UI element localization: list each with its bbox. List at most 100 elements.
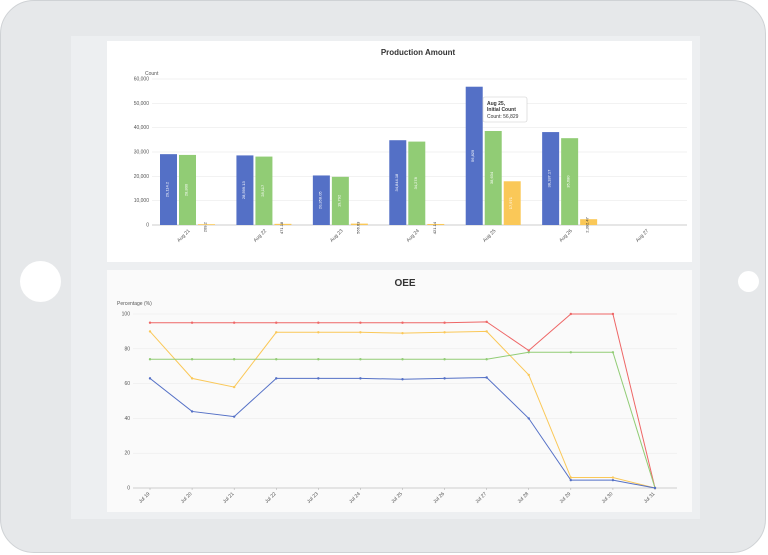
x-tick-label: Jul 28 [516, 491, 530, 505]
bar [580, 219, 598, 225]
bar-data-label: 38,187.17 [547, 169, 552, 188]
x-tick-label: Aug 27 [635, 228, 651, 244]
bar-data-label: 471.18 [279, 221, 284, 234]
oee-data-point [653, 486, 657, 490]
oee-data-point [527, 349, 530, 352]
oee-panel: OEE Percentage (%) 0 20 40 60 80 100 Jul 19 Jul… [107, 270, 692, 512]
oee-data-point [275, 377, 278, 380]
x-tick-label: Jul 20 [180, 491, 194, 505]
oee-data-point [401, 321, 404, 324]
oee-data-point [401, 358, 404, 361]
oee-data-point [148, 321, 152, 324]
oee-data-point [527, 373, 530, 377]
x-tick-label: Aug 24 [405, 228, 421, 244]
oee-data-point [359, 331, 362, 334]
bar [274, 223, 292, 225]
y-tick-label: 60 [124, 381, 130, 387]
oee-data-point [190, 358, 194, 361]
oee-data-point [232, 385, 236, 389]
oee-data-point [443, 331, 446, 334]
home-button[interactable] [20, 261, 61, 302]
x-tick-label: Jul 24 [348, 491, 362, 505]
bar [389, 140, 407, 225]
oee-data-point [485, 358, 488, 361]
x-tick-label: Jul 22 [264, 491, 278, 505]
oee-data-point [485, 320, 488, 324]
oee-data-point [485, 376, 488, 379]
oee-data-point [401, 378, 404, 381]
bar-data-label: 34,278 [413, 176, 418, 189]
oee-data-point [569, 351, 573, 354]
oee-data-point [317, 331, 320, 334]
oee-chart: OEE Percentage (%) 0 20 40 60 80 100 Jul 19 Jul… [117, 278, 677, 505]
x-tick-label: Jul 19 [138, 491, 152, 505]
bar-data-label: 28,599.13 [241, 181, 246, 200]
production-amount-chart: Production Amount Count 0 10,000 20,000 30,… [134, 48, 687, 244]
bar [408, 141, 426, 225]
bar-data-label: 19,792 [336, 194, 341, 207]
oee-data-point [569, 312, 573, 316]
camera-icon [738, 271, 759, 292]
bar [331, 176, 349, 225]
bar [236, 155, 254, 225]
oee-data-point [232, 358, 236, 361]
bar-data-label: 17,971 [508, 196, 513, 209]
oee-data-point [148, 377, 152, 380]
oee-data-point [148, 358, 152, 361]
bar-data-label: 29,114.2 [165, 181, 170, 197]
x-tick-label: Aug 26 [558, 228, 574, 244]
x-tick-label: Jul 26 [432, 491, 446, 505]
bar-data-label: 28,117 [260, 184, 265, 197]
production-amount-panel: Production Amount Count 0 10,000 20,000 30,… [107, 41, 692, 262]
oee-data-point [232, 321, 236, 324]
oee-data-point [611, 476, 615, 479]
oee-data-point [611, 478, 615, 482]
x-tick-label: Aug 21 [176, 228, 192, 244]
oee-data-point [359, 321, 362, 324]
bar-data-label: 2,392.47 [585, 216, 590, 232]
y-tick-label: 40 [124, 416, 130, 422]
bar-data-label: 38,634 [489, 171, 494, 184]
bar-data-label: 566.63 [355, 221, 360, 234]
oee-data-point [443, 321, 446, 324]
oee-data-point [359, 377, 362, 380]
bar-data-label: 56,829 [470, 149, 475, 162]
x-tick-label: Jul 25 [390, 491, 404, 505]
y-tick-label: 0 [146, 223, 149, 229]
y-tick-label: 20,000 [134, 174, 150, 180]
oee-data-point [443, 377, 446, 380]
x-tick-label: Jul 21 [222, 491, 236, 505]
x-tick-label: Jul 30 [601, 491, 615, 505]
oee-series-line [149, 330, 656, 489]
oee-data-point [190, 410, 194, 413]
y-tick-label: 60,000 [134, 77, 150, 83]
y-tick-label: 0 [127, 486, 130, 492]
y-tick-label: 100 [122, 312, 131, 318]
x-tick-label: Aug 25 [482, 228, 498, 244]
oee-data-point [569, 476, 573, 479]
bar-tooltip: Aug 25, Initial Count Count: 56,829 [482, 96, 528, 123]
bar [179, 154, 196, 225]
oee-data-point [190, 377, 194, 380]
production-y-axis-label: Count [145, 71, 159, 77]
bar-data-label: 421.14 [432, 221, 437, 234]
oee-data-point [232, 415, 236, 418]
bar [160, 154, 177, 225]
x-tick-label: Aug 23 [329, 228, 345, 244]
oee-data-point [611, 351, 615, 354]
oee-y-axis-label: Percentage (%) [117, 301, 152, 307]
y-tick-label: 50,000 [134, 101, 150, 107]
oee-data-point [275, 331, 278, 334]
bar-data-label: 34,844.18 [394, 173, 399, 192]
oee-data-point [443, 358, 446, 361]
bar [312, 175, 330, 225]
bar [198, 224, 215, 225]
oee-series-line [149, 377, 656, 489]
oee-data-point [317, 321, 320, 324]
production-chart-title: Production Amount [381, 48, 456, 57]
bar-data-label: 209.2 [203, 221, 208, 232]
oee-data-point [317, 377, 320, 380]
y-tick-label: 40,000 [134, 125, 150, 131]
oee-data-point [359, 358, 362, 361]
y-tick-label: 30,000 [134, 150, 150, 156]
